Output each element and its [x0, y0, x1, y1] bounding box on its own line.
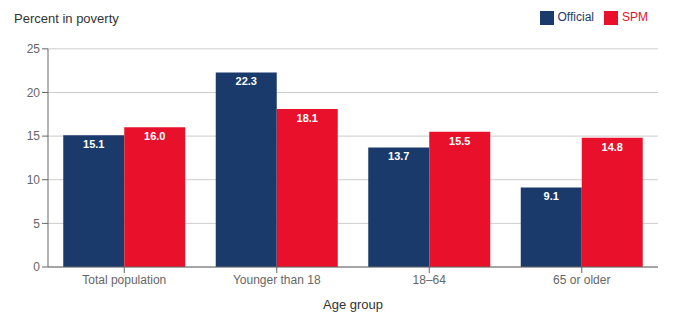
svg-text:15: 15	[27, 129, 41, 143]
svg-text:65 or older: 65 or older	[553, 273, 610, 287]
svg-text:Total population: Total population	[82, 273, 166, 287]
svg-text:16.0: 16.0	[144, 130, 165, 142]
svg-text:22.3: 22.3	[236, 75, 257, 87]
svg-text:10: 10	[27, 173, 41, 187]
svg-text:0: 0	[33, 260, 40, 274]
html-text:Percent in poverty: Percent in poverty	[14, 11, 119, 26]
svg-text:5: 5	[33, 217, 40, 231]
svg-text:20: 20	[27, 86, 41, 100]
html-text:SPM: SPM	[622, 10, 648, 24]
svg-text:9.1: 9.1	[544, 190, 559, 202]
svg-text:14.8: 14.8	[602, 141, 623, 153]
html-text:Official: Official	[557, 10, 594, 24]
svg-text:18–64: 18–64	[413, 273, 447, 287]
svg-text:Younger than 18: Younger than 18	[233, 273, 321, 287]
svg-text:15.1: 15.1	[83, 138, 104, 150]
svg-text:15.5: 15.5	[449, 135, 470, 147]
svg-text:25: 25	[27, 42, 41, 56]
svg-text:18.1: 18.1	[297, 112, 318, 124]
svg-text:Age group: Age group	[323, 297, 383, 312]
svg-text:13.7: 13.7	[388, 150, 409, 162]
